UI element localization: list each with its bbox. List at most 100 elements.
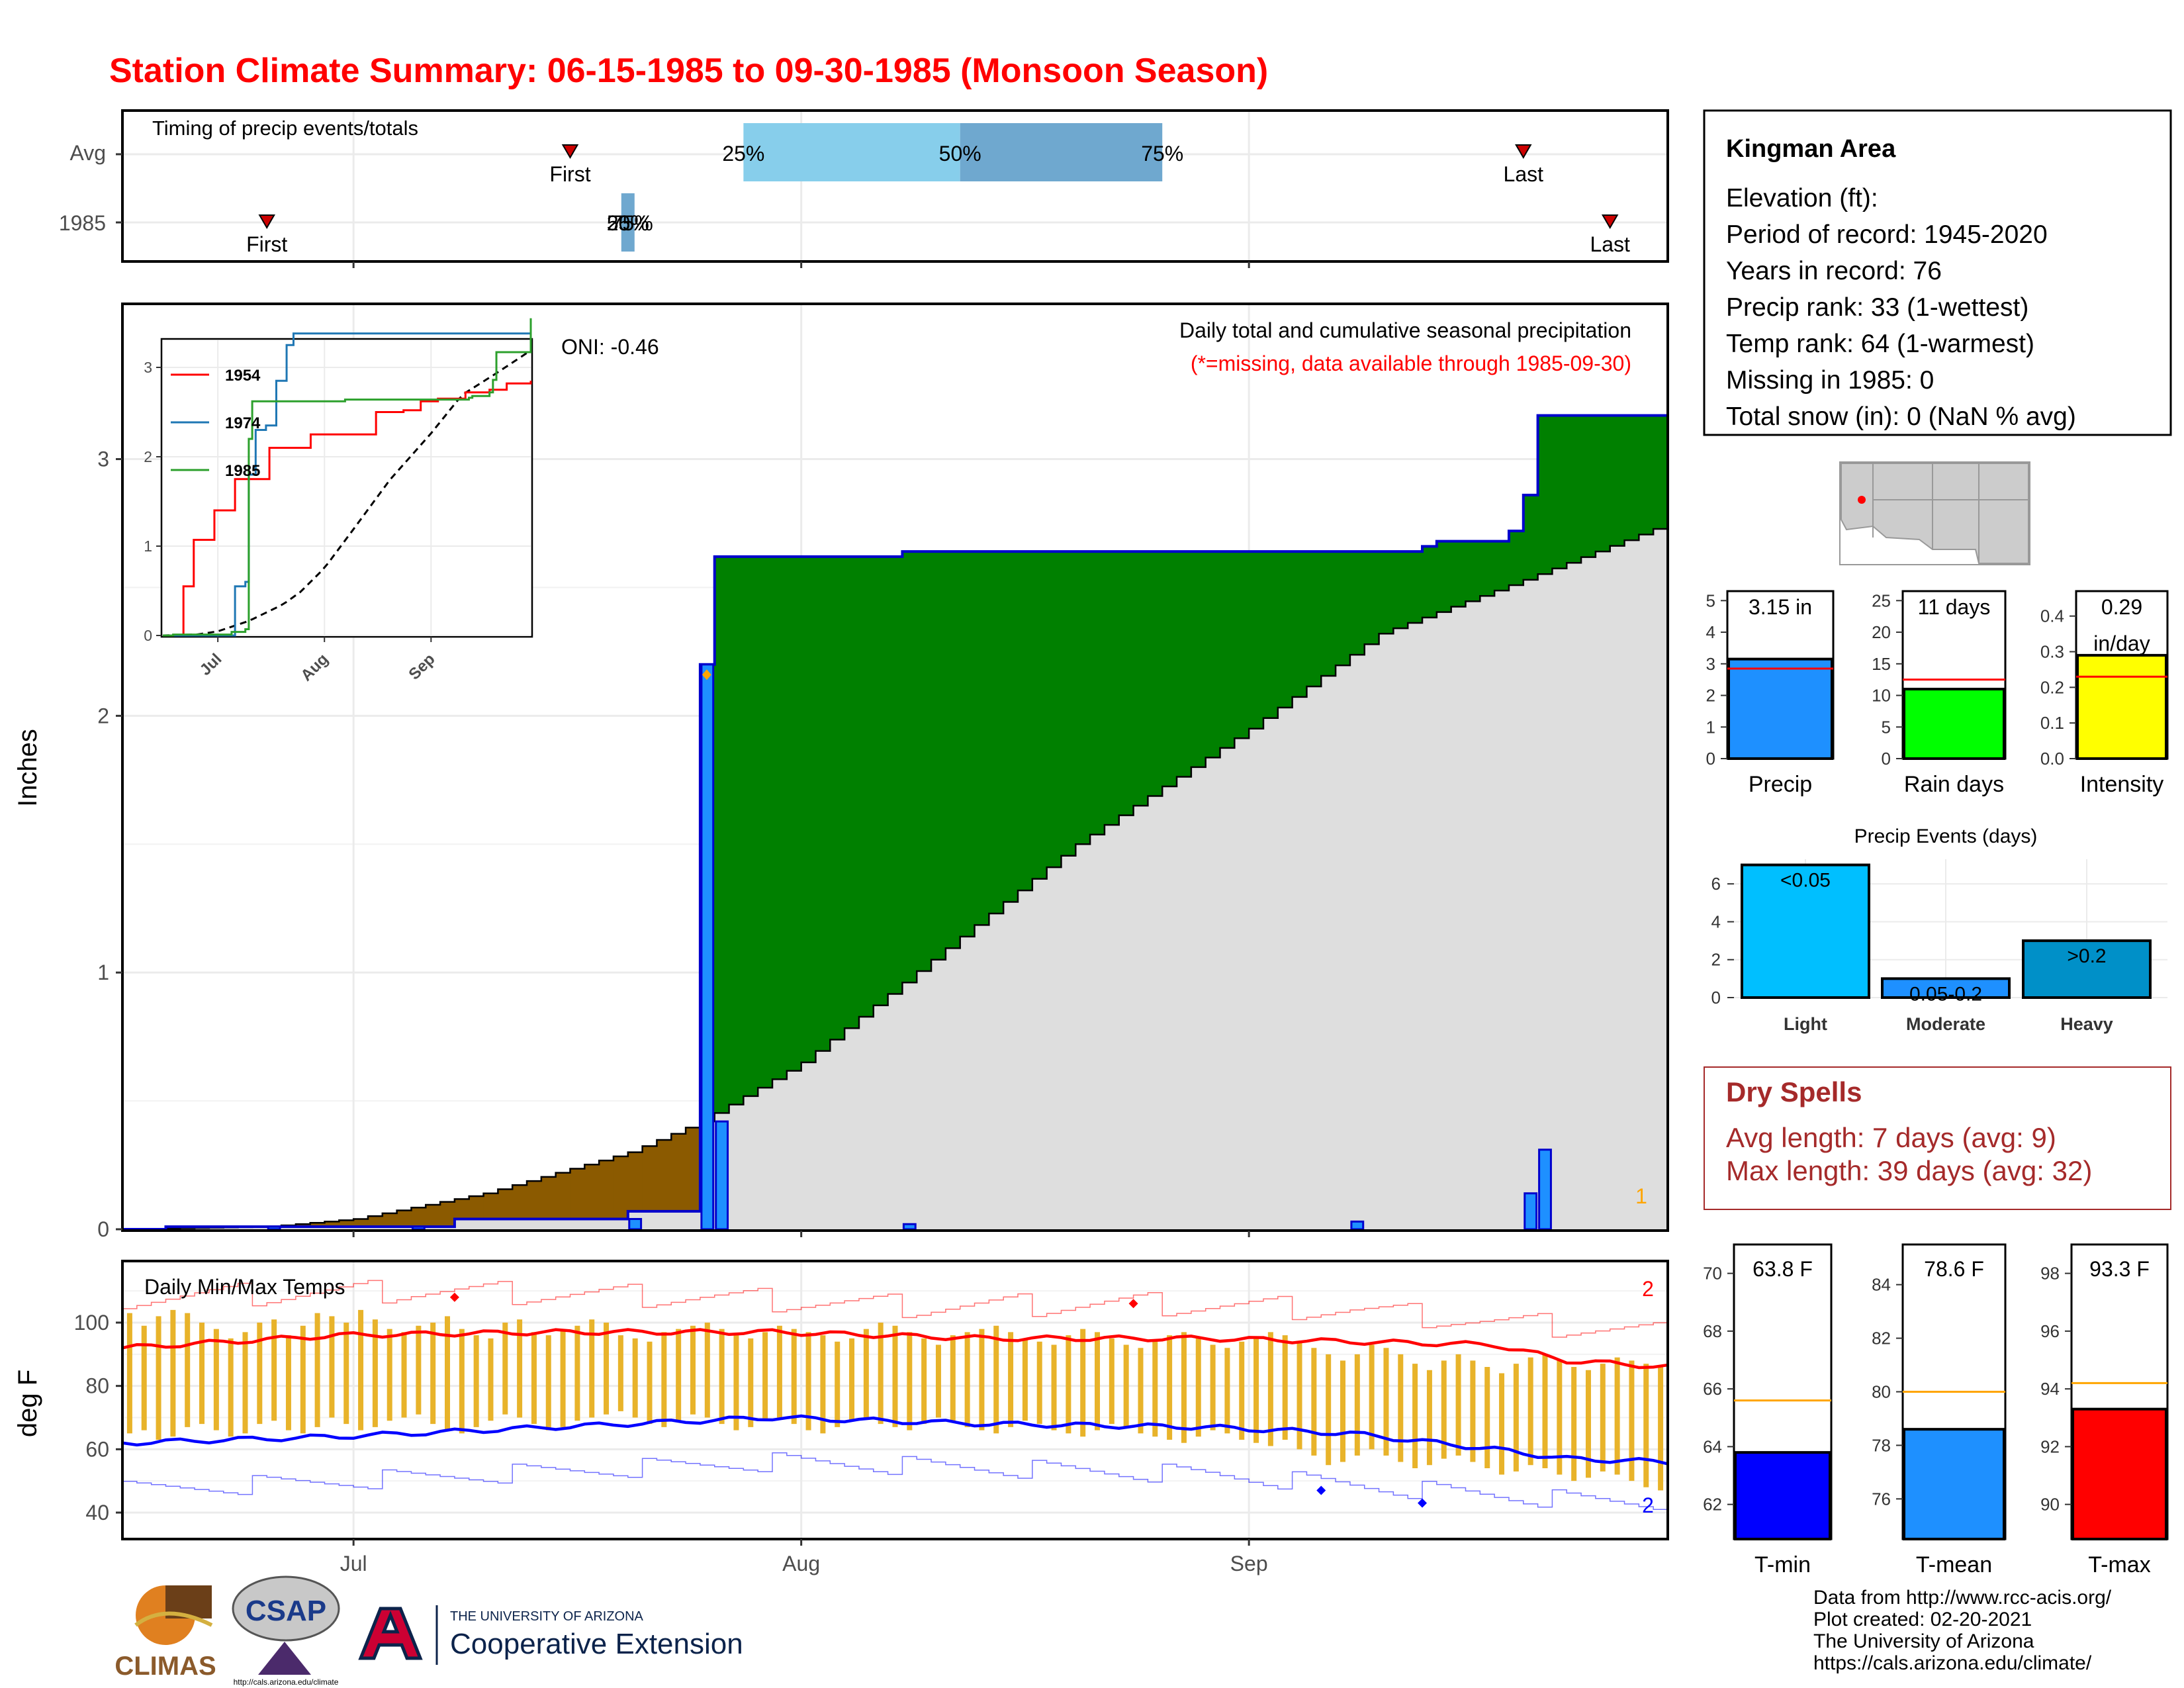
above-average-fill <box>1595 415 1611 552</box>
tmin-summary-label: T-min <box>1754 1552 1811 1577</box>
temp-xtick-label: Jul <box>340 1552 367 1575</box>
inset-legend-label: 1985 <box>225 462 260 480</box>
above-average-fill <box>844 556 860 1029</box>
above-average-fill <box>1032 551 1048 879</box>
tmin-summary-ytick-label: 66 <box>1703 1379 1722 1399</box>
temp-ytick-label: 80 <box>85 1374 109 1398</box>
below-average-fill <box>642 1146 658 1211</box>
raindays-summary-label: Rain days <box>1904 772 2004 797</box>
station-period: Period of record: 1945-2020 <box>1726 220 2048 249</box>
above-average-fill <box>887 556 903 994</box>
above-average-fill <box>974 551 989 925</box>
daily-precip-bar <box>411 1225 426 1231</box>
above-average-fill <box>989 551 1004 914</box>
precip-ytick-label: 3 <box>97 447 109 471</box>
temp-chart-border <box>121 1260 1669 1540</box>
above-average-fill <box>772 556 788 1080</box>
above-average-fill <box>1075 551 1091 845</box>
precip-events-bar-label: <0.05 <box>1780 870 1831 892</box>
climas-logo-swoosh <box>134 1611 213 1627</box>
above-average-fill <box>1552 415 1567 569</box>
raindays-summary-ytick-label: 0 <box>1882 749 1891 769</box>
above-average-fill <box>1379 551 1394 634</box>
daily-precip-bar <box>700 663 715 1231</box>
precip-ytick-label: 0 <box>97 1217 109 1241</box>
y1985-last-label: Last <box>1590 232 1630 256</box>
avg-q25-label: 25% <box>722 142 764 165</box>
page-title: Station Climate Summary: 06-15-1985 to 0… <box>109 52 1268 90</box>
above-average-fill <box>1263 551 1279 718</box>
raindays-summary-ytick-label: 5 <box>1882 717 1891 737</box>
daily-precip-bar <box>267 1225 281 1231</box>
above-average-fill <box>1537 415 1553 575</box>
above-average-fill <box>1234 551 1250 739</box>
above-average-fill <box>1480 541 1495 596</box>
precip-summary-ytick-label: 4 <box>1706 622 1715 642</box>
precip-events-ytick-label: 6 <box>1711 874 1721 894</box>
above-average-fill <box>1349 551 1365 655</box>
above-average-fill <box>873 556 889 1006</box>
intensity-summary-ytick-label: 0.1 <box>2040 713 2064 733</box>
above-average-fill <box>743 556 758 1096</box>
footer-line-2: Plot created: 02-20-2021 <box>1813 1609 2032 1630</box>
above-average-fill <box>1523 494 1539 580</box>
tmax-summary-ytick-label: 96 <box>2040 1321 2060 1341</box>
footer-line-3: The University of Arizona <box>1813 1630 2034 1652</box>
precip-events-ytick-label: 2 <box>1711 950 1721 970</box>
temp-xtick-label: Sep <box>1230 1552 1268 1575</box>
precip-summary-ytick-label: 5 <box>1706 590 1715 610</box>
above-average-fill <box>1624 415 1639 541</box>
daily-precip-bar <box>902 1223 917 1231</box>
raindays-summary-ytick-label: 25 <box>1872 590 1891 610</box>
tmax-summary-ytick-label: 98 <box>2040 1264 2060 1284</box>
above-average-fill <box>917 551 932 972</box>
above-average-fill <box>945 551 961 949</box>
dry-spells-avg: Avg length: 7 days (avg: 9) <box>1726 1122 2056 1153</box>
below-average-fill <box>599 1160 614 1219</box>
station-info-frame <box>1703 109 2172 436</box>
precip-events-bar <box>1741 863 1870 999</box>
inset-1985-line <box>163 318 532 637</box>
precip-ytick-label: 2 <box>97 704 109 727</box>
daily-precip-bar <box>1538 1149 1552 1231</box>
below-average-fill <box>570 1168 585 1219</box>
dry-spells-panel: Dry Spells Avg length: 7 days (avg: 9) M… <box>1704 1066 2171 1210</box>
y1985-first-label: First <box>246 232 287 256</box>
tmin-summary-ytick-label: 62 <box>1703 1495 1722 1515</box>
above-average-fill <box>1581 415 1596 557</box>
intensity-summary-ytick-label: 0.4 <box>2040 606 2064 626</box>
intensity-summary-value-unit: in/day <box>2093 632 2150 655</box>
precip-events-bar-label: 0.05-0.2 <box>1909 983 1982 1005</box>
below-average-fill <box>469 1196 484 1219</box>
timing-row-label-avg: Avg <box>69 141 106 165</box>
above-average-fill <box>815 556 831 1051</box>
average-min-line <box>122 1414 1668 1466</box>
precip-events-bar-label: >0.2 <box>2067 945 2106 967</box>
station-precip-rank: Precip rank: 33 (1-wettest) <box>1726 293 2028 322</box>
above-average-fill <box>830 556 845 1040</box>
precip-summary-ytick-label: 2 <box>1706 686 1715 706</box>
below-average-fill <box>657 1140 672 1211</box>
above-average-fill <box>1061 551 1076 856</box>
tmax-summary-ytick-label: 90 <box>2040 1495 2060 1515</box>
precip-ytick-label: 1 <box>97 961 109 984</box>
locator-map <box>1839 461 2030 565</box>
above-average-fill <box>1249 551 1264 729</box>
dry-spells-max: Max length: 39 days (avg: 32) <box>1726 1155 2092 1186</box>
ua-logo-big: Cooperative Extension <box>450 1628 743 1660</box>
above-average-fill <box>1465 541 1480 602</box>
y1985-last-marker <box>1601 214 1619 229</box>
below-average-fill <box>483 1193 498 1219</box>
csap-logo-url: http://cals.arizona.edu/climate <box>234 1677 339 1687</box>
station-missing: Missing in 1985: 0 <box>1726 366 1934 395</box>
max-day-marker <box>702 669 711 680</box>
oni-label: ONI: -0.46 <box>561 335 659 359</box>
below-average-fill <box>411 1207 426 1227</box>
raindays-summary-bar <box>1903 687 2005 760</box>
daily-precip-bar <box>715 1120 729 1231</box>
station-temp-rank: Temp rank: 64 (1-warmest) <box>1726 330 2034 358</box>
below-average-fill <box>512 1185 527 1219</box>
dry-spells-frame <box>1704 1066 2171 1210</box>
footer-line-4: https://cals.arizona.edu/climate/ <box>1813 1652 2092 1674</box>
temp-ytick-label: 60 <box>85 1437 109 1461</box>
